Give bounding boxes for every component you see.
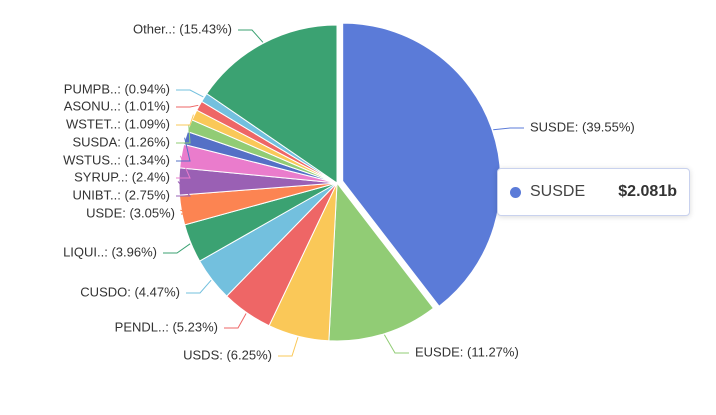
leader-line: [186, 279, 212, 294]
data-label: SUSDA: (1.26%): [72, 134, 170, 149]
tooltip-name: SUSDE: [530, 183, 586, 200]
data-label: EUSDE: (11.27%): [415, 344, 519, 359]
data-label: PUMPB..: (0.94%): [64, 81, 170, 96]
data-label: Other..: (15.43%): [133, 21, 232, 36]
leader-line: [493, 127, 524, 131]
tooltip-value: $2.081b: [618, 183, 677, 200]
leader-line: [278, 336, 299, 357]
data-label: SYRUP..: (2.4%): [74, 169, 170, 184]
pie-slice: [206, 24, 338, 184]
data-label: SUSDE: (39.55%): [530, 119, 635, 134]
leader-line: [383, 334, 409, 354]
data-label: USDE: (3.05%): [86, 205, 175, 220]
tooltip-marker: [510, 186, 521, 198]
leader-line: [224, 313, 247, 329]
leader-line: [176, 89, 204, 98]
pie-slice: [342, 22, 502, 307]
leader-line: [176, 137, 191, 162]
leader-line: [180, 209, 196, 215]
leader-line: [238, 29, 264, 43]
data-label: PENDL..: (5.23%): [115, 319, 218, 334]
data-label: CUSDO: (4.47%): [80, 284, 180, 299]
data-label: UNIBT..: (2.75%): [72, 187, 170, 202]
leader-line: [163, 243, 191, 254]
pie-slice: [328, 181, 435, 342]
tooltip: SUSDE $2.081b: [497, 168, 690, 216]
leader-line: [176, 114, 194, 126]
leader-line: [176, 181, 192, 197]
leader-line: [176, 155, 191, 179]
leader-line: [176, 104, 199, 108]
data-label: WSTET..: (1.09%): [66, 116, 170, 131]
data-label: WSTUS..: (1.34%): [63, 152, 170, 167]
data-label: USDS: (6.25%): [183, 347, 272, 362]
leader-line: [176, 125, 191, 144]
data-label: ASONU..: (1.01%): [64, 98, 170, 113]
data-label: LIQUI..: (3.96%): [63, 244, 157, 259]
